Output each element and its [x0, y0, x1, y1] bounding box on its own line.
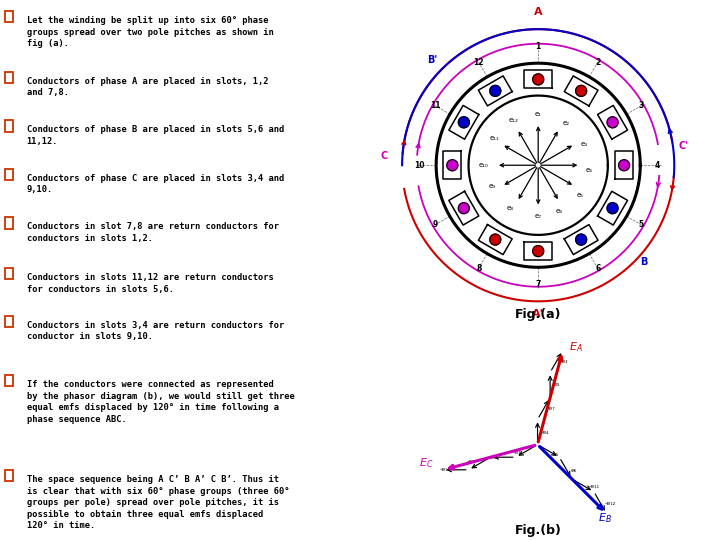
Text: $E_C$: $E_C$	[419, 456, 433, 470]
Circle shape	[575, 85, 587, 97]
Text: A: A	[534, 6, 542, 17]
Text: -e₄: -e₄	[488, 455, 497, 460]
Circle shape	[459, 202, 469, 214]
Text: e₁: e₁	[554, 382, 560, 388]
Text: -e₉: -e₉	[467, 459, 476, 464]
Text: Let the winding be split up into six 60° phase
groups spread over two pole pitch: Let the winding be split up into six 60°…	[27, 16, 274, 48]
Text: -e₁₀: -e₁₀	[440, 467, 451, 472]
Circle shape	[533, 74, 544, 85]
Text: e₅: e₅	[552, 452, 559, 457]
Text: e₇: e₇	[535, 213, 541, 219]
Text: Conductors of phase A are placed in slots, 1,2
and 7,8.: Conductors of phase A are placed in slot…	[27, 77, 269, 97]
Circle shape	[575, 234, 587, 245]
Text: e₁₂: e₁₂	[509, 117, 519, 123]
Text: 6: 6	[595, 264, 600, 273]
Bar	[5, 11, 13, 23]
Text: 12: 12	[474, 58, 484, 67]
Text: C': C'	[679, 141, 689, 151]
Text: Fig.(b): Fig.(b)	[515, 523, 562, 537]
Text: Conductors of phase B are placed in slots 5,6 and
11,12.: Conductors of phase B are placed in slot…	[27, 125, 284, 146]
Text: e₁₀: e₁₀	[479, 162, 489, 168]
Text: $E_B$: $E_B$	[598, 511, 612, 525]
Text: e₁: e₁	[535, 111, 541, 117]
Text: Fig.(a): Fig.(a)	[515, 307, 562, 321]
Text: -e₁₂: -e₁₂	[605, 501, 616, 506]
Text: Conductors in slot 7,8 are return conductors for
conductors in slots 1,2.: Conductors in slot 7,8 are return conduc…	[27, 222, 279, 243]
Text: e₆: e₆	[556, 208, 563, 214]
Circle shape	[490, 234, 501, 245]
Text: 2: 2	[595, 58, 600, 67]
Text: -e₄: -e₄	[541, 429, 549, 435]
Text: $E_A$: $E_A$	[570, 341, 583, 354]
Text: -e₇: -e₇	[547, 406, 556, 411]
Circle shape	[533, 246, 544, 256]
Text: e₂: e₂	[563, 120, 570, 126]
Circle shape	[447, 160, 458, 171]
Text: B: B	[641, 256, 648, 267]
Text: A': A'	[532, 309, 544, 319]
Text: -e₁₁: -e₁₁	[588, 484, 599, 489]
Text: Conductors in slots 3,4 are return conductors for
conductor in slots 9,10.: Conductors in slots 3,4 are return condu…	[27, 321, 284, 341]
Text: e₅: e₅	[577, 192, 584, 198]
Bar	[5, 72, 13, 83]
Text: 10: 10	[414, 161, 425, 170]
Bar	[5, 375, 13, 387]
Text: 5: 5	[639, 220, 644, 229]
Bar	[5, 316, 13, 327]
Text: 1: 1	[536, 42, 541, 51]
Text: 8: 8	[476, 264, 482, 273]
Text: -e₃: -e₃	[513, 450, 521, 455]
Text: e₁₁: e₁₁	[490, 136, 500, 141]
Bar	[5, 218, 13, 229]
Text: 4: 4	[654, 161, 660, 170]
Text: If the conductors were connected as represented
by the phasor diagram (b), we wo: If the conductors were connected as repr…	[27, 380, 294, 423]
Circle shape	[607, 202, 618, 214]
Text: The space sequence being A C’ B A’ C B’. Thus it
is clear that with six 60° phas: The space sequence being A C’ B A’ C B’.…	[27, 475, 289, 530]
Text: 9: 9	[433, 220, 438, 229]
Text: e₈: e₈	[506, 205, 513, 211]
Text: Conductors in slots 11,12 are return conductors
for conductors in slots 5,6.: Conductors in slots 11,12 are return con…	[27, 273, 274, 294]
Circle shape	[618, 160, 629, 171]
Bar	[5, 120, 13, 132]
Text: 7: 7	[536, 280, 541, 289]
Text: B': B'	[427, 55, 437, 65]
Circle shape	[490, 85, 501, 97]
Bar	[5, 268, 13, 280]
Circle shape	[607, 117, 618, 128]
Text: Conductors of phase C are placed in slots 3,4 and
9,10.: Conductors of phase C are placed in slot…	[27, 174, 284, 194]
Text: 11: 11	[430, 102, 441, 110]
Bar	[5, 169, 13, 180]
Text: e₉: e₉	[488, 183, 495, 190]
Bar	[5, 470, 13, 482]
Text: -e₂: -e₂	[559, 359, 568, 364]
Text: e₃: e₃	[580, 141, 588, 147]
Text: e₄: e₄	[586, 167, 593, 173]
Text: e₆: e₆	[570, 468, 577, 473]
Text: C: C	[381, 151, 388, 161]
Circle shape	[459, 117, 469, 128]
Text: 3: 3	[639, 102, 644, 110]
